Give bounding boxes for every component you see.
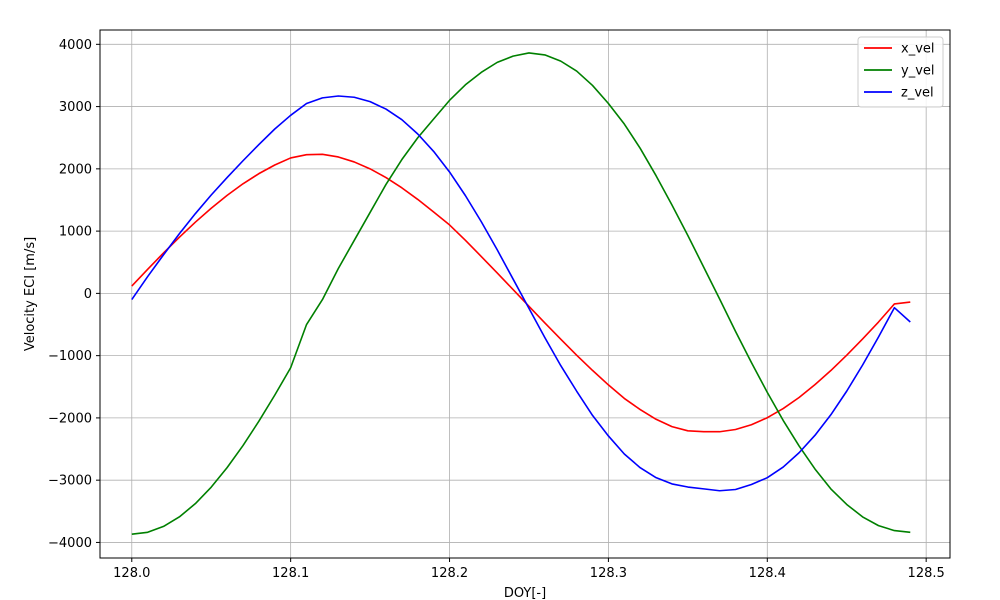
legend-box: [857, 36, 944, 108]
series-line-y-vel: [131, 52, 911, 535]
legend-label-z-vel: z_vel: [901, 86, 934, 101]
y-tick-label: −2000: [48, 411, 92, 426]
y-tick-label: 4000: [59, 38, 92, 53]
x-tick-label: 128.4: [749, 566, 786, 581]
y-tick-label: −1000: [48, 349, 92, 364]
x-tick-label: 128.1: [272, 566, 309, 581]
series-line-x-vel: [131, 153, 911, 433]
legend-label-y-vel: y_vel: [901, 64, 935, 79]
y-tick-label: 2000: [59, 162, 92, 177]
x-tick-label: 128.0: [113, 566, 150, 581]
y-axis-label: Velocity ECI [m/s]: [23, 237, 38, 351]
x-tick-label: 128.5: [908, 566, 945, 581]
y-axis-ticks: −4000 −3000 −2000 −1000 0 1000 2000 3000 4000: [48, 38, 100, 551]
series-layer: [131, 52, 911, 535]
plot-frame: [99, 29, 951, 559]
x-axis-label: DOY[-]: [504, 586, 546, 600]
y-tick-label: −4000: [48, 536, 92, 551]
y-tick-label: 1000: [59, 225, 92, 240]
grid: [100, 30, 950, 558]
y-tick-label: 3000: [59, 100, 92, 115]
legend: x_vel y_vel z_vel: [857, 36, 944, 108]
y-tick-label: −3000: [48, 474, 92, 489]
legend-label-x-vel: x_vel: [901, 42, 935, 57]
x-axis-ticks: 128.0 128.1 128.2 128.3 128.4 128.5: [113, 558, 945, 581]
series-line-z-vel: [131, 95, 911, 492]
x-tick-label: 128.3: [590, 566, 627, 581]
y-tick-label: 0: [84, 287, 92, 302]
x-tick-label: 128.2: [431, 566, 468, 581]
